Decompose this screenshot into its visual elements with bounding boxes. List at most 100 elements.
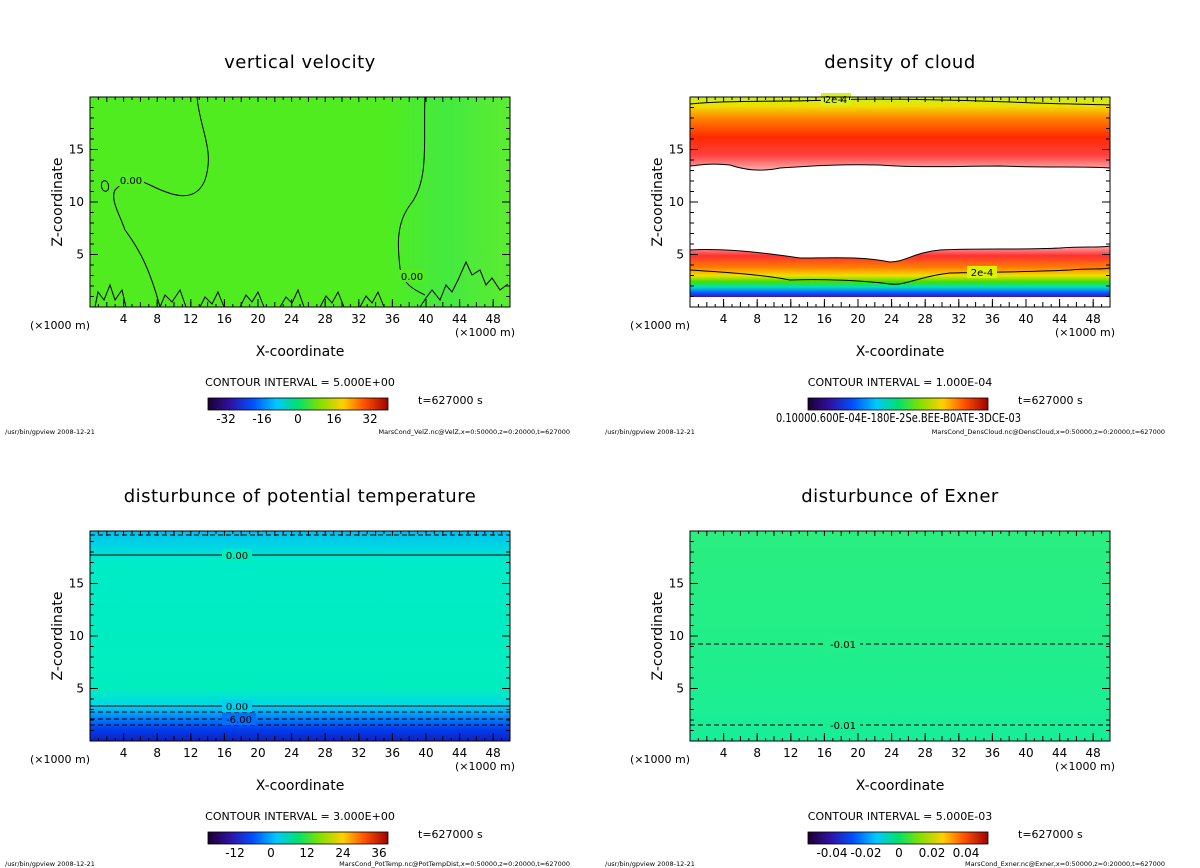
contour-label-bg [118, 174, 144, 186]
x-tick-label: 48 [1086, 312, 1101, 326]
colorbar-tick: 24 [335, 846, 350, 860]
x-tick-label: 44 [1052, 312, 1067, 326]
x-tick-label: 8 [153, 746, 161, 760]
x-tick-label: 24 [884, 312, 899, 326]
contour-label-group: 0.00 0.00 [118, 174, 425, 283]
x-tick-label: 16 [817, 312, 832, 326]
colorbar-tick: -16 [252, 412, 272, 426]
footer-left: /usr/bin/gpview 2008-12-21 [5, 860, 95, 868]
footer-left: /usr/bin/gpview 2008-12-21 [605, 860, 695, 868]
x-tick-label: 16 [817, 746, 832, 760]
x-axis-unit-left: (×1000 m) [630, 319, 690, 332]
contour-lower-edge [689, 245, 1111, 263]
x-axis-unit-right: (×1000 m) [1055, 760, 1115, 773]
contour-label: -0.01 [830, 640, 856, 651]
colorbar-tick: 0.04 [953, 846, 980, 860]
contour-label: 0.00 [226, 702, 248, 713]
y-tick-label: 15 [669, 577, 684, 591]
contour-2e-4-bottom [689, 267, 1111, 285]
chart-title: density of cloud [824, 52, 976, 73]
chart-title: disturbunce of potential temperature [124, 486, 477, 507]
contour-upper-edge [689, 163, 1111, 171]
x-tick-label: 48 [486, 312, 501, 326]
colorbar [807, 397, 989, 411]
x-axis-label: X-coordinate [856, 344, 945, 360]
contour-lines [690, 643, 1110, 726]
x-axis-unit-left: (×1000 m) [30, 319, 90, 332]
colorbar-tick: -0.02 [850, 846, 881, 860]
x-tick-label: 12 [183, 312, 198, 326]
x-tick-label: 16 [217, 746, 232, 760]
colorbar-tick: 12 [299, 846, 314, 860]
contour-label: 2e-4 [825, 95, 848, 106]
colorbar-tick-labels: 0.10000.600E-04E-180E-2Se.BEE-B0ATE-3DCE… [776, 411, 1021, 425]
x-tick-label: 32 [951, 312, 966, 326]
panel-density-of-cloud: density of cloud 2e-4 2e-4 4 8 12 16 20 24 28 3… [605, 52, 1165, 436]
contour-label-bg [399, 270, 425, 282]
x-axis-label: X-coordinate [256, 344, 345, 360]
y-tick-label: 10 [69, 629, 84, 643]
x-tick-label: 12 [783, 746, 798, 760]
contour-label-bg [222, 700, 252, 712]
colorbar-tick: -32 [216, 412, 236, 426]
x-tick-label: 16 [217, 312, 232, 326]
x-tick-label: 40 [1018, 312, 1033, 326]
panel-exner: disturbunce of Exner -0.01 -0.01 4 8 12 16 2… [605, 486, 1165, 868]
y-axis-label: Z-coordinate [650, 157, 666, 246]
contour-zero-right [397, 96, 426, 296]
colorbar-tick: -12 [225, 846, 245, 860]
x-tick-label: 40 [418, 746, 433, 760]
y-tick-label: 5 [76, 248, 84, 262]
x-tick-label: 20 [850, 312, 865, 326]
x-axis-unit-right: (×1000 m) [455, 760, 515, 773]
y-tick-label: 10 [69, 195, 84, 209]
x-tick-label: 20 [850, 746, 865, 760]
contour-2e-4-top [689, 98, 1111, 106]
cloud-upper-band [690, 97, 1110, 171]
footer-right: MarsCond_PotTemp.nc@PotTempDist,x=0:5000… [339, 860, 570, 868]
contour-label: -6.00 [226, 715, 252, 726]
contour-small-loop [101, 180, 109, 192]
x-tick-label: 32 [351, 312, 366, 326]
contour-label-bg [222, 713, 256, 725]
x-tick-label: 28 [918, 746, 933, 760]
x-tick-label: 12 [183, 746, 198, 760]
colorbar-tick: -0.04 [816, 846, 847, 860]
colorbar [807, 831, 989, 845]
y-tick-label: 15 [69, 143, 84, 157]
x-tick-label: 40 [418, 312, 433, 326]
colorbar-ticks: -12 0 12 24 36 [225, 846, 386, 860]
cloud-lower-band [690, 246, 1110, 300]
x-tick-label: 4 [120, 746, 128, 760]
heatmap-field [90, 531, 510, 741]
y-axis-label: Z-coordinate [50, 591, 66, 680]
contour-label: 0.00 [120, 176, 142, 187]
x-tick-label: 24 [284, 312, 299, 326]
colorbar-tick: 0 [267, 846, 275, 860]
time-label: t=627000 s [1018, 828, 1083, 841]
x-tick-label: 48 [486, 746, 501, 760]
footer-right: MarsCond_DensCloud.nc@DensCloud,x=0:5000… [932, 428, 1165, 436]
x-tick-label: 44 [452, 312, 467, 326]
y-tick-label: 10 [669, 629, 684, 643]
x-axis-unit-right: (×1000 m) [455, 326, 515, 339]
contour-label-bg [826, 638, 860, 650]
y-axis-label: Z-coordinate [650, 591, 666, 680]
x-tick-label: 36 [985, 312, 1000, 326]
x-tick-label: 8 [753, 746, 761, 760]
x-tick-label: 36 [385, 746, 400, 760]
y-tick-label: 10 [669, 195, 684, 209]
x-tick-label: 32 [351, 746, 366, 760]
contour-interval: CONTOUR INTERVAL = 5.000E+00 [205, 376, 395, 389]
heatmap-field [690, 531, 1110, 741]
colorbar-ticks: -0.04 -0.02 0 0.02 0.04 [816, 846, 979, 860]
y-axis-label: Z-coordinate [50, 157, 66, 246]
x-axis-unit-left: (×1000 m) [630, 753, 690, 766]
footer-right: MarsCond_VelZ.nc@VelZ,x=0:50000,z=0:2000… [379, 428, 570, 436]
y-tick-label: 15 [69, 577, 84, 591]
contour-label-bg [967, 266, 997, 278]
heatmap-field [90, 97, 510, 307]
